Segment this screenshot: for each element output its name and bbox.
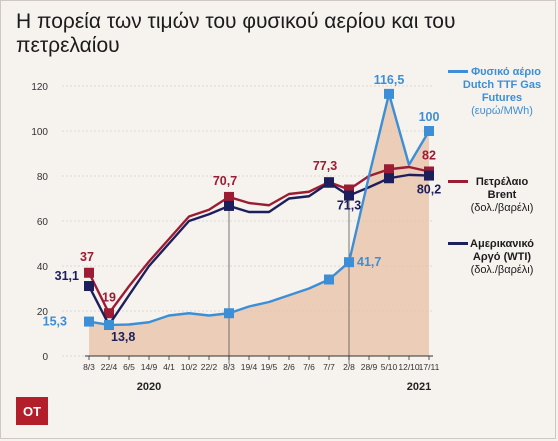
x-tick-label: 2/8 [343, 362, 355, 372]
gas-marker [424, 126, 434, 136]
legend-gas-line1: Φυσικό αέριο [471, 66, 541, 78]
legend-swatch-wti [448, 242, 468, 245]
data-label-gas: 15,3 [43, 315, 67, 329]
brent-marker [384, 164, 394, 175]
y-tick-label: 0 [42, 352, 48, 363]
legend-item-wti: Αμερικανικό Αργό (WTI) (δολ./βαρέλι) [448, 238, 554, 277]
legend-wti-line1: Αμερικανικό [470, 238, 534, 250]
x-tick-label: 12/10 [398, 362, 420, 372]
y-tick-label: 60 [37, 217, 49, 228]
y-tick-label: 40 [37, 262, 49, 273]
x-tick-label: 17/11 [419, 362, 440, 372]
wti-marker [424, 170, 434, 181]
wti-marker [344, 190, 354, 201]
legend-swatch-brent [448, 180, 468, 183]
brent-series-line [87, 165, 430, 315]
data-label-wti: 71,3 [337, 199, 361, 213]
gas-marker [344, 257, 354, 268]
x-tick-label: 2/6 [283, 362, 295, 372]
wti-marker [224, 200, 234, 211]
x-tick-label: 28/9 [361, 362, 378, 372]
data-label-gas: 116,5 [374, 73, 405, 87]
data-label-brent: 19 [102, 290, 116, 304]
legend-item-brent: Πετρέλαιο Brent (δολ./βαρέλι) [448, 176, 554, 215]
data-label-gas: 100 [419, 110, 440, 124]
brent-marker [344, 184, 354, 195]
year-label: 2021 [407, 381, 431, 393]
y-tick-label: 20 [37, 307, 49, 318]
gas-series-line [88, 92, 431, 327]
legend-item-gas: Φυσικό αέριο Dutch TTF Gas Futures (ευρώ… [448, 66, 554, 118]
x-tick-label: 22/2 [201, 362, 218, 372]
wti-marker [324, 177, 334, 188]
data-label-brent: 37 [80, 250, 94, 264]
x-tick-label: 7/7 [323, 362, 335, 372]
legend-brent-line3: (δολ./βαρέλι) [470, 202, 534, 214]
legend-brent-line1: Πετρέλαιο [475, 176, 529, 188]
brent-marker [104, 308, 114, 319]
x-tick-label: 10/2 [181, 362, 198, 372]
x-tick-label: 8/3 [223, 362, 235, 372]
legend-gas-line3: Futures [481, 92, 523, 104]
x-tick-label: 7/6 [303, 362, 315, 372]
data-label-brent: 70,7 [213, 174, 237, 188]
x-tick-label: 5/10 [381, 362, 398, 372]
ot-logo: OT [16, 397, 48, 425]
gas-marker [324, 274, 334, 285]
legend-wti-line3: (δολ./βαρέλι) [470, 264, 534, 276]
gas-area [89, 93, 429, 356]
y-tick-label: 80 [37, 172, 49, 183]
year-label: 2020 [137, 381, 161, 393]
x-tick-label: 14/9 [141, 362, 158, 372]
x-tick-label: 19/5 [261, 362, 278, 372]
brent-marker [224, 191, 234, 202]
y-tick-label: 100 [31, 127, 48, 138]
data-label-gas: 41,7 [357, 255, 381, 269]
y-tick-label: 120 [31, 82, 48, 93]
wti-marker [384, 173, 394, 184]
gas-marker [104, 319, 114, 330]
x-tick-label: 8/3 [83, 362, 95, 372]
data-label-wti: 31,1 [55, 269, 79, 283]
gas-marker [384, 88, 394, 99]
wti-series-line [87, 173, 430, 327]
chart-title: Η πορεία των τιμών του φυσικού αερίου κα… [16, 10, 456, 57]
gas-marker [84, 316, 94, 327]
wti-marker [84, 281, 94, 292]
x-tick-label: 4/1 [163, 362, 175, 372]
x-tick-label: 19/4 [241, 362, 258, 372]
legend-wti-line2: Αργό (WTI) [472, 251, 532, 263]
gas-marker [224, 308, 234, 319]
legend-swatch-gas [448, 70, 468, 73]
legend-gas-line4: (ευρώ/MWh) [471, 105, 533, 117]
brent-marker [84, 267, 94, 278]
data-label-brent: 77,3 [313, 159, 337, 173]
x-tick-label: 6/5 [123, 362, 135, 372]
legend-gas-line2: Dutch TTF Gas [462, 79, 542, 91]
data-label-wti: 13,8 [111, 330, 135, 344]
data-label-wti: 80,2 [417, 183, 441, 197]
data-label-brent: 82 [422, 149, 436, 163]
legend-brent-line2: Brent [487, 189, 517, 201]
x-tick-label: 22/4 [101, 362, 118, 372]
